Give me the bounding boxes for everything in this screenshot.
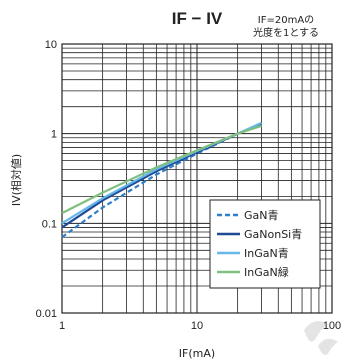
chart-title: IF − IV	[172, 9, 223, 28]
chart-note-line1: IF=20mAの	[258, 15, 314, 26]
chart-series-group	[61, 121, 262, 239]
legend-label: GaNonSi青	[244, 228, 302, 241]
x-tick-label: 1	[59, 320, 65, 332]
y-axis-label: IV(相対値)	[9, 154, 23, 206]
y-tick-label: 0.01	[36, 308, 57, 320]
x-axis-label: IF(mA)	[179, 347, 215, 360]
decorative-watermark	[304, 321, 338, 355]
legend-label: InGaN緑	[244, 265, 289, 279]
chart-ticks: 1 10 100 10 1 0.1 0.01	[36, 39, 342, 332]
y-tick-label: 1	[51, 129, 57, 141]
legend-label: InGaN青	[244, 247, 289, 260]
chart-legend: GaN青 GaNonSi青 InGaN青 InGaN緑	[209, 199, 321, 289]
series-line-3	[61, 124, 262, 215]
y-tick-label: 10	[45, 39, 57, 51]
y-tick-label: 0.1	[42, 218, 57, 230]
x-tick-label: 100	[323, 320, 341, 332]
chart-note-line2: 光度を1とする	[253, 26, 319, 39]
plot-frame	[61, 43, 333, 314]
legend-label: GaN青	[244, 209, 279, 222]
x-tick-label: 10	[191, 320, 203, 332]
